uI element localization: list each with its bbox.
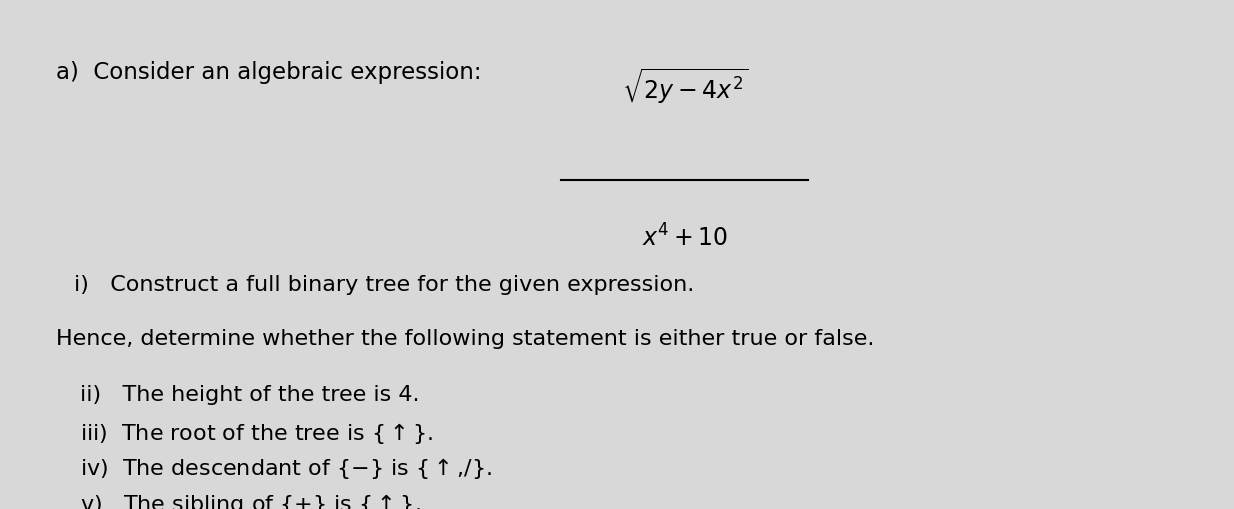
Text: $x^4+10$: $x^4+10$ (642, 224, 728, 251)
Text: a)  Consider an algebraic expression:: a) Consider an algebraic expression: (56, 61, 481, 84)
Text: ii)   The height of the tree is 4.: ii) The height of the tree is 4. (80, 384, 420, 404)
Text: Hence, determine whether the following statement is either true or false.: Hence, determine whether the following s… (56, 328, 874, 348)
Text: i)   Construct a full binary tree for the given expression.: i) Construct a full binary tree for the … (74, 275, 695, 295)
Text: v)   The sibling of {$+$} is {$\uparrow$}.: v) The sibling of {$+$} is {$\uparrow$}. (80, 491, 421, 509)
Text: $\sqrt{2y-4x^2}$: $\sqrt{2y-4x^2}$ (622, 67, 748, 107)
Text: iii)  The root of the tree is {$\uparrow$}.: iii) The root of the tree is {$\uparrow$… (80, 420, 433, 445)
Text: iv)  The descendant of {$-$} is {$\uparrow$,/}.: iv) The descendant of {$-$} is {$\uparro… (80, 456, 492, 480)
